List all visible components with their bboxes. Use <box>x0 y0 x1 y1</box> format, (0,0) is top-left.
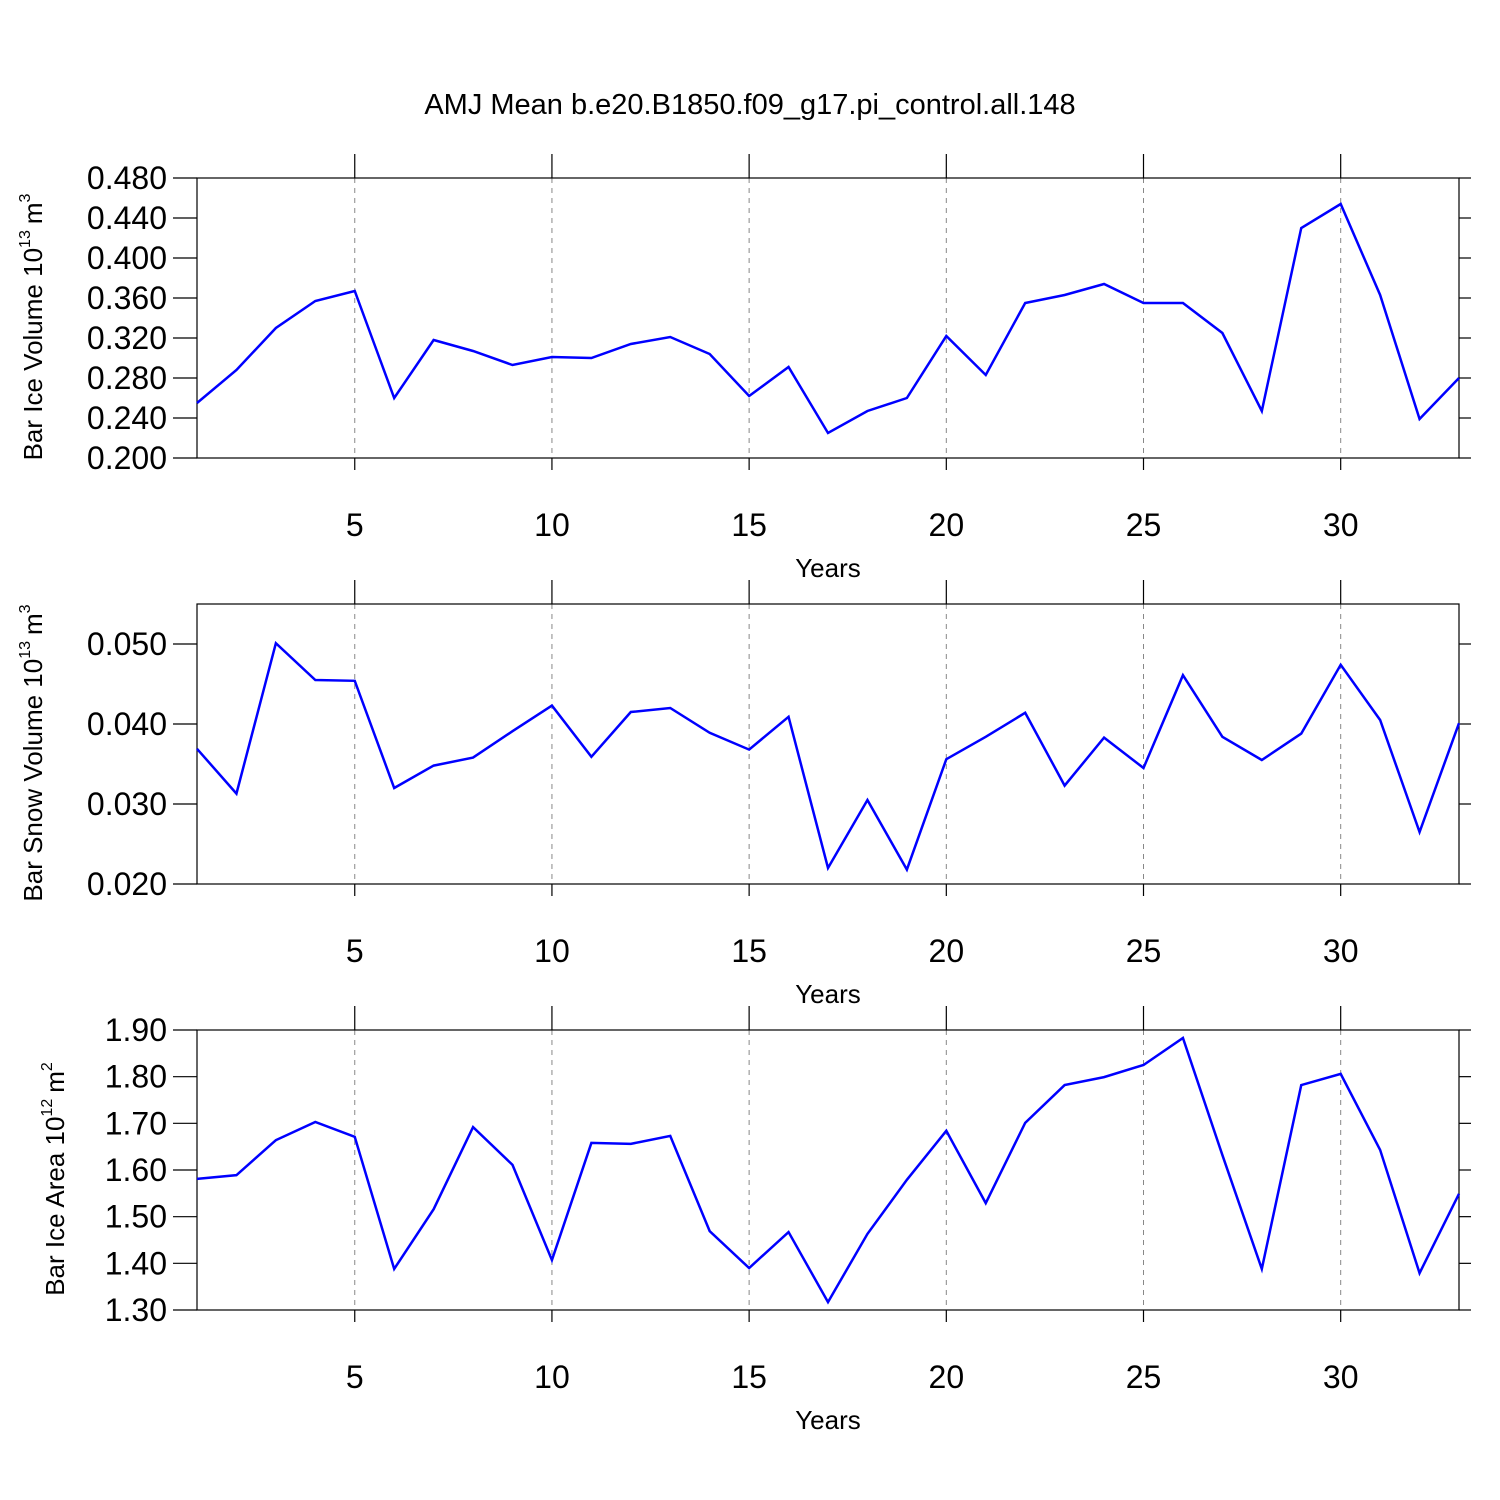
y-axis-label-part: m <box>18 613 48 635</box>
y-axis-label-part: Bar Ice Area 10 <box>40 1117 70 1296</box>
x-tick-label: 20 <box>929 933 965 969</box>
x-tick-label: 30 <box>1323 933 1359 969</box>
plot-frame <box>196 1029 1460 1311</box>
data-line <box>196 202 1460 435</box>
y-axis-label-part: Bar Ice Volume 10 <box>18 248 48 460</box>
data-line <box>196 1035 1461 1305</box>
y-tick-label: 1.90 <box>105 1012 167 1048</box>
data-line <box>196 640 1461 873</box>
x-tick-label: 25 <box>1126 1359 1162 1395</box>
y-axis-label-exponent: 2 <box>39 1062 56 1071</box>
x-tick-label: 20 <box>929 1359 965 1395</box>
y-axis-label-part: Bar Snow Volume 10 <box>18 659 48 902</box>
y-axis-label-part: m <box>40 1071 70 1093</box>
y-axis-label: Bar Ice Area 1012 m2 <box>39 1062 70 1296</box>
x-tick-label: 10 <box>534 933 570 969</box>
y-tick-label: 1.40 <box>105 1245 167 1281</box>
x-axis-label: Years <box>795 553 861 583</box>
y-tick-label: 0.040 <box>87 706 167 742</box>
y-tick-label: 0.320 <box>87 320 167 356</box>
y-tick-label: 1.60 <box>105 1152 167 1188</box>
y-tick-label: 1.70 <box>105 1105 167 1141</box>
y-axis-label: Bar Snow Volume 1013 m3 <box>17 604 48 901</box>
x-tick-label: 10 <box>534 507 570 543</box>
y-tick-label: 1.30 <box>105 1292 167 1328</box>
y-axis-label-exponent: 13 <box>17 230 34 248</box>
y-axis-label: Bar Ice Volume 1013 m3 <box>17 193 48 460</box>
x-axis-label: Years <box>795 979 861 1009</box>
x-tick-label: 10 <box>534 1359 570 1395</box>
y-tick-label: 0.240 <box>87 400 167 436</box>
y-tick-label: 0.440 <box>87 200 167 236</box>
y-tick-label: 0.030 <box>87 786 167 822</box>
x-tick-label: 5 <box>346 1359 364 1395</box>
x-tick-label: 30 <box>1323 1359 1359 1395</box>
x-tick-label: 5 <box>346 507 364 543</box>
y-axis-label-part: m <box>18 202 48 224</box>
x-tick-label: 25 <box>1126 507 1162 543</box>
y-tick-label: 0.050 <box>87 626 167 662</box>
x-tick-label: 20 <box>929 507 965 543</box>
x-axis-label: Years <box>795 1405 861 1435</box>
y-tick-label: 0.360 <box>87 280 167 316</box>
x-tick-label: 30 <box>1323 507 1359 543</box>
y-axis-label-exponent: 3 <box>17 604 34 613</box>
y-tick-label: 0.280 <box>87 360 167 396</box>
y-axis-label-exponent: 12 <box>39 1099 56 1117</box>
x-tick-label: 15 <box>731 933 767 969</box>
y-axis-label-exponent: 3 <box>17 193 34 202</box>
y-tick-label: 1.80 <box>105 1059 167 1095</box>
plot-frame <box>196 177 1460 459</box>
x-tick-label: 15 <box>731 1359 767 1395</box>
plot-frame <box>196 603 1460 885</box>
y-axis-label-exponent: 13 <box>17 641 34 659</box>
y-tick-label: 0.020 <box>87 866 167 902</box>
y-tick-label: 0.480 <box>87 160 167 196</box>
figure-title: AMJ Mean b.e20.B1850.f09_g17.pi_control.… <box>424 89 1075 121</box>
x-tick-label: 25 <box>1126 933 1162 969</box>
x-tick-label: 5 <box>346 933 364 969</box>
y-tick-label: 0.400 <box>87 240 167 276</box>
x-tick-label: 15 <box>731 507 767 543</box>
y-tick-label: 0.200 <box>87 440 167 476</box>
y-tick-label: 1.50 <box>105 1199 167 1235</box>
